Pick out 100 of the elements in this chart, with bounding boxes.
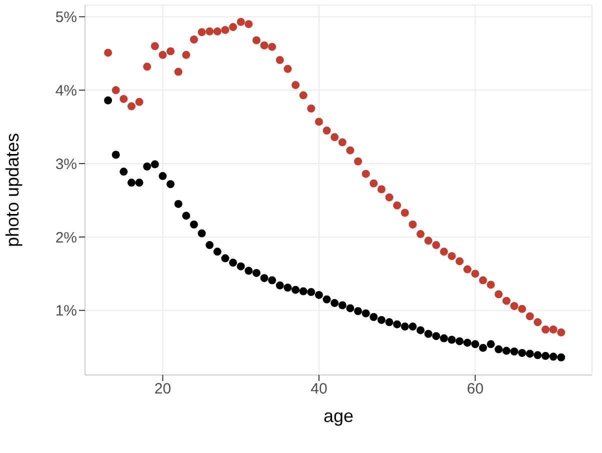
y-tick-label: 3%: [55, 156, 77, 173]
point: [292, 81, 300, 90]
point: [158, 172, 167, 180]
point: [307, 288, 316, 296]
point: [213, 248, 222, 256]
y-tick-label: 5%: [55, 9, 77, 26]
point: [143, 62, 152, 71]
point: [244, 266, 253, 275]
point: [135, 178, 144, 187]
point: [432, 332, 440, 340]
point: [206, 27, 214, 36]
point: [534, 351, 542, 360]
point: [432, 241, 440, 250]
point: [260, 274, 268, 282]
point: [229, 258, 238, 267]
point: [236, 262, 245, 270]
point: [463, 265, 472, 274]
x-tick-label: 20: [154, 380, 172, 398]
point: [268, 42, 276, 51]
point: [377, 185, 386, 194]
point: [448, 336, 456, 344]
point: [338, 138, 346, 146]
point: [400, 322, 409, 331]
point: [502, 346, 510, 355]
point: [510, 348, 518, 356]
point: [292, 286, 300, 294]
point: [330, 299, 339, 308]
point: [314, 118, 323, 126]
point: [479, 276, 488, 284]
x-tick-label: 40: [310, 380, 328, 398]
point: [456, 337, 464, 346]
point: [471, 270, 480, 278]
point: [260, 41, 268, 50]
point: [494, 290, 503, 298]
point: [330, 133, 339, 142]
point: [190, 36, 198, 44]
point: [370, 313, 378, 322]
point: [502, 296, 510, 305]
x-axis-title: age: [323, 406, 354, 426]
point: [150, 160, 159, 168]
point: [229, 23, 238, 32]
point: [370, 179, 378, 188]
point: [557, 353, 566, 362]
point: [424, 236, 432, 245]
point: [236, 18, 245, 26]
point: [213, 27, 222, 36]
point: [557, 328, 566, 336]
point: [322, 295, 331, 304]
point: [166, 180, 175, 188]
point: [284, 64, 292, 73]
point: [385, 193, 394, 202]
point: [174, 68, 182, 76]
point: [338, 301, 346, 310]
point: [174, 200, 182, 208]
point: [299, 287, 308, 296]
point: [518, 304, 526, 313]
point: [526, 350, 534, 358]
point: [534, 318, 542, 326]
y-tick-label: 2%: [55, 229, 77, 246]
point: [486, 340, 495, 348]
point: [158, 50, 167, 59]
point: [385, 318, 394, 326]
point: [542, 352, 550, 360]
point: [463, 338, 472, 347]
point: [190, 220, 198, 229]
point: [393, 201, 402, 210]
point: [276, 56, 284, 64]
point: [198, 229, 206, 238]
x-tick-label: 60: [466, 380, 484, 398]
point: [221, 254, 230, 262]
point: [542, 325, 550, 334]
point: [362, 309, 370, 318]
point: [252, 268, 260, 277]
point: [112, 86, 120, 94]
point: [182, 50, 190, 59]
point: [244, 20, 253, 28]
point: [182, 212, 190, 220]
point: [510, 302, 518, 310]
point: [221, 26, 230, 34]
point: [143, 162, 152, 171]
point: [526, 312, 534, 320]
point: [471, 340, 480, 348]
point: [198, 28, 206, 36]
point: [307, 104, 316, 113]
point: [456, 257, 464, 266]
point: [354, 157, 362, 166]
point: [416, 230, 425, 238]
point: [479, 344, 488, 352]
point: [104, 48, 112, 57]
point: [127, 102, 136, 110]
point: [416, 326, 425, 334]
point: [112, 150, 120, 159]
y-axis-title: photo updates: [2, 132, 22, 248]
point: [549, 325, 558, 334]
point: [206, 241, 214, 250]
point: [150, 42, 159, 50]
point: [120, 168, 128, 176]
point: [354, 307, 362, 316]
point: [494, 345, 503, 354]
point: [518, 348, 526, 357]
